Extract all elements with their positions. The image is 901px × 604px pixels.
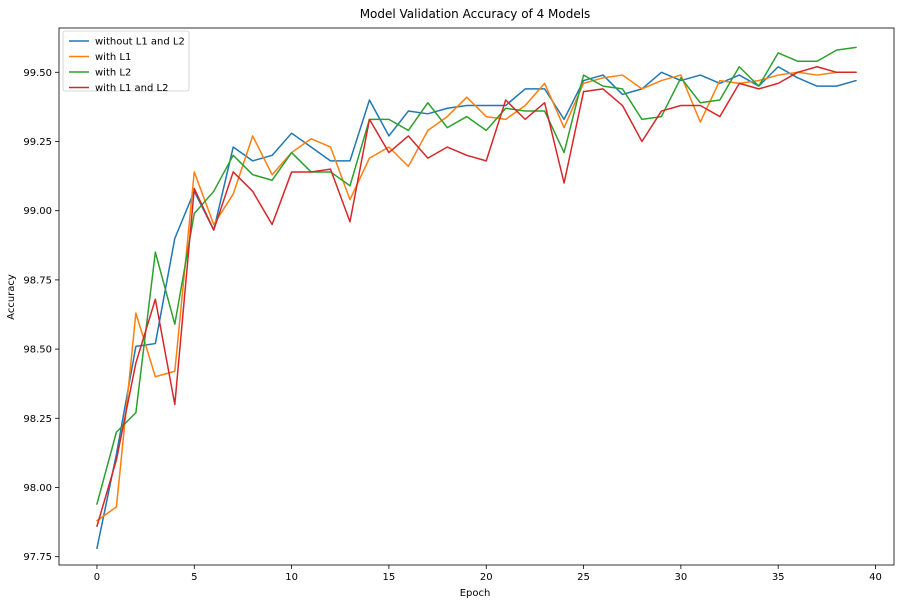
series-line-3 xyxy=(96,46,857,505)
legend-label: with L2 xyxy=(95,68,131,79)
y-tick-label: 99.25 xyxy=(23,137,52,148)
y-tick-label: 99.00 xyxy=(23,206,52,217)
legend: without L1 and L2 with L1 with L2 with L1 a… xyxy=(62,30,190,94)
x-tick-label: 30 xyxy=(675,572,688,583)
x-tick-label: 5 xyxy=(191,572,197,583)
y-tick-label: 98.25 xyxy=(23,414,52,425)
legend-label: without L1 and L2 xyxy=(95,37,185,48)
series-line-4 xyxy=(96,66,857,527)
y-axis-label: Accuracy xyxy=(6,274,17,320)
axes-frame xyxy=(58,27,895,566)
y-tick-label: 98.00 xyxy=(23,483,52,494)
x-tick-label: 20 xyxy=(480,572,493,583)
x-tick-label: 15 xyxy=(383,572,396,583)
x-axis: 0 5 10 15 20 25 30 35 40 xyxy=(94,565,882,583)
y-axis: 97.75 98.00 98.25 98.50 98.75 99.00 99.25 99.50 xyxy=(23,68,59,563)
x-tick-label: 10 xyxy=(285,572,298,583)
x-tick-label: 25 xyxy=(577,572,590,583)
x-tick-label: 0 xyxy=(94,572,100,583)
y-tick-label: 98.50 xyxy=(23,345,52,356)
y-tick-label: 98.75 xyxy=(23,275,52,286)
y-tick-label: 97.75 xyxy=(23,552,52,563)
x-tick-label: 40 xyxy=(869,572,882,583)
x-axis-label: Epoch xyxy=(460,588,491,599)
x-tick-label: 35 xyxy=(772,572,785,583)
plot-area xyxy=(96,46,857,550)
legend-label: with L1 xyxy=(95,52,131,63)
legend-box xyxy=(62,30,190,92)
series-line-1 xyxy=(96,66,857,550)
legend-label: with L1 and L2 xyxy=(95,83,168,94)
chart-title: Model Validation Accuracy of 4 Models xyxy=(360,7,591,21)
y-tick-label: 99.50 xyxy=(23,68,52,79)
series-line-2 xyxy=(96,71,857,522)
